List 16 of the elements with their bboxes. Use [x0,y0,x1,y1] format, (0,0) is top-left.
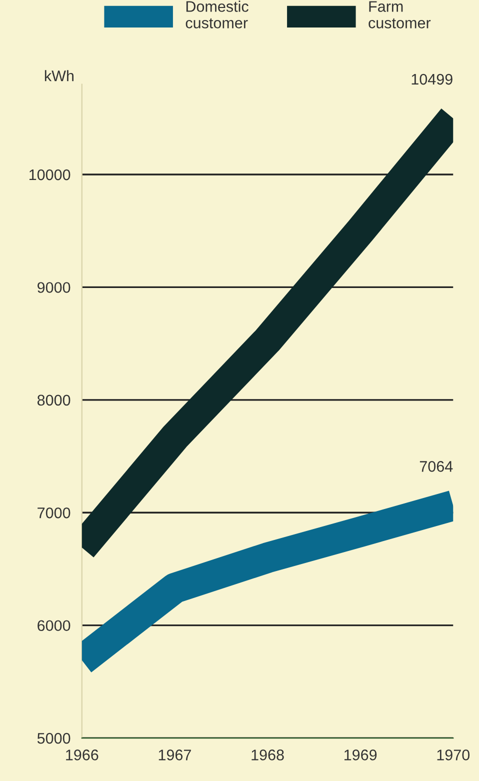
y-tick-label: 7000 [38,508,70,518]
x-tick-label: 1969 [344,750,377,760]
x-tick-label: 1966 [66,750,98,760]
x-tick-label: 1967 [158,750,191,760]
data-label: 10499 [412,74,452,85]
y-tick-label: 10000 [29,169,70,180]
y-tick-label: 6000 [38,620,70,632]
x-tick-label: 1968 [252,750,284,760]
y-axis-title: kWh [44,70,74,82]
legend-label: Farm customer [368,1,431,28]
y-tick-label: 8000 [37,394,70,406]
y-tick-label: 9000 [38,282,70,293]
x-tick-label: 1970 [437,750,470,760]
legend-label: Domestic customer [186,0,248,28]
y-tick-label: 5000 [37,732,70,744]
data-label: 7064 [420,461,453,472]
